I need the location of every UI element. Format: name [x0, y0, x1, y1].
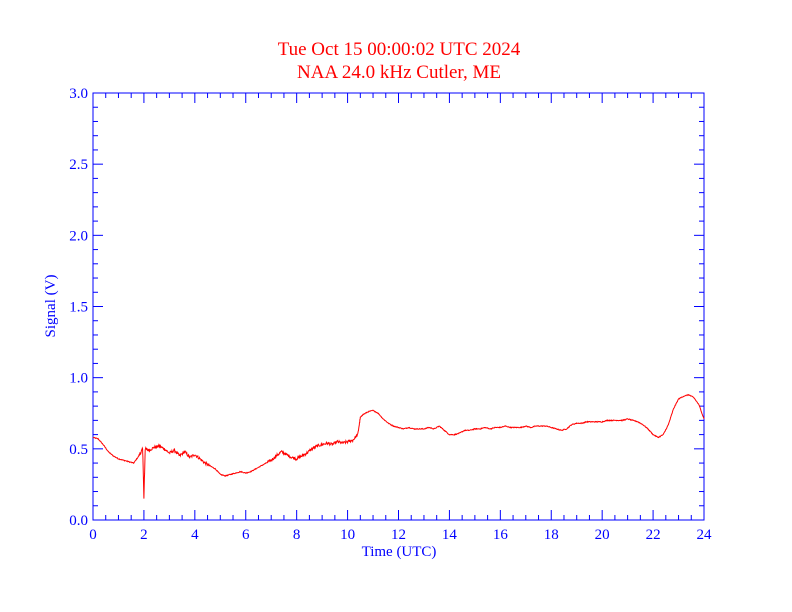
x-tick-label: 20	[595, 527, 610, 543]
y-tick-label: 3.0	[69, 86, 88, 102]
x-tick-label: 18	[544, 527, 559, 543]
x-tick-label: 12	[391, 527, 406, 543]
x-tick-label: 2	[140, 527, 148, 543]
x-tick-label: 4	[191, 527, 199, 543]
x-tick-label: 8	[293, 527, 301, 543]
y-tick-label: 1.0	[69, 371, 88, 387]
y-axis-label: Signal (V)	[43, 275, 59, 338]
x-tick-label: 10	[340, 527, 355, 543]
x-tick-label: 24	[697, 527, 713, 543]
y-tick-label: 0.5	[69, 442, 88, 458]
x-tick-label: 16	[493, 527, 509, 543]
y-tick-label: 2.0	[69, 228, 88, 244]
y-tick-label: 1.5	[69, 300, 88, 316]
x-tick-label: 0	[89, 527, 97, 543]
y-tick-label: 0.0	[69, 513, 88, 529]
x-axis-ticks: 0 2 4 6 8 10 12 14 16 18 20 22 24	[89, 93, 712, 543]
x-tick-label: 22	[646, 527, 661, 543]
x-axis-label: Time (UTC)	[362, 544, 437, 560]
chart-subtitle: NAA 24.0 kHz Cutler, ME	[297, 62, 501, 83]
y-tick-label: 2.5	[69, 157, 88, 173]
series-line	[92, 393, 705, 499]
x-tick-label: 6	[242, 527, 250, 543]
y-axis-ticks: 0.0 0.5 1.0 1.5 2.0 2.5 3.0	[69, 86, 704, 529]
chart-title: Tue Oct 15 00:00:02 UTC 2024	[278, 39, 521, 60]
series-group	[92, 393, 705, 499]
x-tick-label: 14	[442, 527, 458, 543]
